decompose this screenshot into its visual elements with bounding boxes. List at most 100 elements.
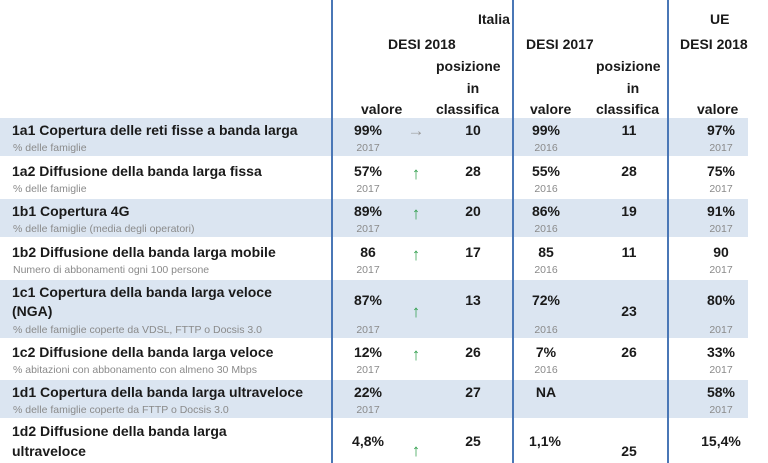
year-2018-1a1: 2017 xyxy=(356,142,380,154)
header-desi2018: DESI 2018 xyxy=(388,36,456,52)
row-title-1c1: 1c1 Copertura della banda larga veloce xyxy=(12,284,272,300)
header-ue-desi2018: DESI 2018 xyxy=(680,36,748,52)
rank-2018-1d2: 25 xyxy=(465,433,481,449)
row-title-1d1: 1d1 Copertura della banda larga ultravel… xyxy=(12,384,303,400)
row-subtitle-1c1: % delle famiglie coperte da VDSL, FTTP o… xyxy=(13,324,263,336)
value-ue-1b1: 91% xyxy=(706,203,736,219)
header-valore-ue: valore xyxy=(697,101,739,117)
value-2018-1d2: 4,8% xyxy=(352,433,384,449)
rank-2017-1a2: 28 xyxy=(621,163,637,179)
row-band-1a1 xyxy=(0,118,748,156)
value-2017-1a2: 55% xyxy=(531,163,561,179)
rank-2017-1c2: 26 xyxy=(621,344,637,360)
value-2017-1c1: 72% xyxy=(531,292,561,308)
trend-up-icon: ↑ xyxy=(411,441,421,460)
value-2017-1b1: 86% xyxy=(531,203,561,219)
trend-up-icon: ↑ xyxy=(411,204,421,223)
value-2018-1c1: 87% xyxy=(353,292,383,308)
year-2018-1b2: 2017 xyxy=(356,264,380,276)
year-2018-1b1: 2017 xyxy=(356,223,380,235)
year-ue-1b2: 2017 xyxy=(709,264,733,276)
value-2018-1c2: 12% xyxy=(353,344,383,360)
row-band-1d1 xyxy=(0,380,748,418)
year-ue-1b1: 2017 xyxy=(709,223,733,235)
row-title-1b2: 1b2 Diffusione della banda larga mobile xyxy=(12,244,276,260)
trend-side-icon: → xyxy=(407,121,425,140)
year-2017-1b1: 2016 xyxy=(534,223,558,235)
year-2017-1a1: 2016 xyxy=(534,142,558,154)
year-2017-1c1: 2016 xyxy=(534,324,558,336)
header-ue: UE xyxy=(710,11,730,27)
trend-up-icon: ↑ xyxy=(411,345,421,364)
row-title-1c1-line2: (NGA) xyxy=(12,303,53,319)
value-ue-1b2: 90 xyxy=(713,244,729,260)
column-divider-desi2017-overlay xyxy=(512,0,514,463)
year-ue-1a1: 2017 xyxy=(709,142,733,154)
rank-2018-1a2: 28 xyxy=(465,163,481,179)
row-title-1a2: 1a2 Diffusione della banda larga fissa xyxy=(12,163,262,179)
header-posizione-2018-2: in xyxy=(466,80,480,96)
value-ue-1c2: 33% xyxy=(706,344,736,360)
row-subtitle-1c2: % abitazioni con abbonamento con almeno … xyxy=(13,364,257,376)
rank-2017-1c1: 23 xyxy=(621,303,637,319)
header-posizione-2017-1: posizione xyxy=(596,58,661,74)
row-title-1a1: 1a1 Copertura delle reti fisse a banda l… xyxy=(12,122,298,138)
column-divider-ue-overlay xyxy=(667,0,669,463)
header-desi2017: DESI 2017 xyxy=(526,36,594,52)
value-2017-1c2: 7% xyxy=(535,344,557,360)
row-band-1b1 xyxy=(0,199,748,237)
rank-2017-1d2: 25 xyxy=(621,443,637,459)
row-subtitle-1d1: % delle famiglie coperte da FTTP o Docsi… xyxy=(13,404,229,416)
year-ue-1a2: 2017 xyxy=(709,183,733,195)
value-ue-1a1: 97% xyxy=(706,122,736,138)
value-2017-1d2: 1,1% xyxy=(529,433,561,449)
rank-2017-1b2: 11 xyxy=(621,244,637,260)
value-ue-1d1: 58% xyxy=(706,384,736,400)
year-2017-1c2: 2016 xyxy=(534,364,558,376)
rank-2017-1a1: 11 xyxy=(621,122,637,138)
row-subtitle-1b1: % delle famiglie (media degli operatori) xyxy=(13,223,195,235)
rank-2018-1d1: 27 xyxy=(465,384,481,400)
row-subtitle-1a2: % delle famiglie xyxy=(13,183,87,195)
year-ue-1c1: 2017 xyxy=(709,324,733,336)
value-2018-1a1: 99% xyxy=(353,122,383,138)
year-2017-1a2: 2016 xyxy=(534,183,558,195)
header-posizione-2017-3: classifica xyxy=(596,101,660,117)
header-posizione-2018-1: posizione xyxy=(436,58,501,74)
rank-2018-1b1: 20 xyxy=(465,203,481,219)
value-2017-1b2: 85 xyxy=(538,244,554,260)
year-2018-1c2: 2017 xyxy=(356,364,380,376)
rank-2018-1a1: 10 xyxy=(465,122,481,138)
value-ue-1a2: 75% xyxy=(706,163,736,179)
value-ue-1d2: 15,4% xyxy=(701,433,741,449)
value-2018-1a2: 57% xyxy=(353,163,383,179)
header-italia: Italia xyxy=(478,11,510,27)
value-2017-1d1: NA xyxy=(535,384,557,400)
row-title-1b1: 1b1 Copertura 4G xyxy=(12,203,130,219)
column-divider-italia-overlay xyxy=(331,0,333,463)
value-2018-1b2: 86 xyxy=(360,244,376,260)
value-ue-1c1: 80% xyxy=(706,292,736,308)
header-valore-2018: valore xyxy=(361,101,403,117)
row-subtitle-1a1: % delle famiglie xyxy=(13,142,87,154)
rank-2017-1b1: 19 xyxy=(621,203,637,219)
value-2017-1a1: 99% xyxy=(531,122,561,138)
year-ue-1c2: 2017 xyxy=(709,364,733,376)
header-valore-2017: valore xyxy=(530,101,572,117)
trend-up-icon: ↑ xyxy=(411,164,421,183)
header-posizione-2017-2: in xyxy=(626,80,640,96)
row-title-1c2: 1c2 Diffusione della banda larga veloce xyxy=(12,344,274,360)
header-posizione-2018-3: classifica xyxy=(436,101,500,117)
year-2017-1b2: 2016 xyxy=(534,264,558,276)
year-2018-1d1: 2017 xyxy=(356,404,380,416)
rank-2018-1c2: 26 xyxy=(465,344,481,360)
trend-up-icon: ↑ xyxy=(411,302,421,321)
value-2018-1d1: 22% xyxy=(353,384,383,400)
year-2018-1c1: 2017 xyxy=(356,324,380,336)
year-2018-1a2: 2017 xyxy=(356,183,380,195)
row-subtitle-1b2: Numero di abbonamenti ogni 100 persone xyxy=(13,264,210,276)
row-band-1c1 xyxy=(0,280,748,338)
year-ue-1d1: 2017 xyxy=(709,404,733,416)
rank-2018-1c1: 13 xyxy=(465,292,481,308)
row-title-1d2-line2: ultraveloce xyxy=(12,443,86,459)
